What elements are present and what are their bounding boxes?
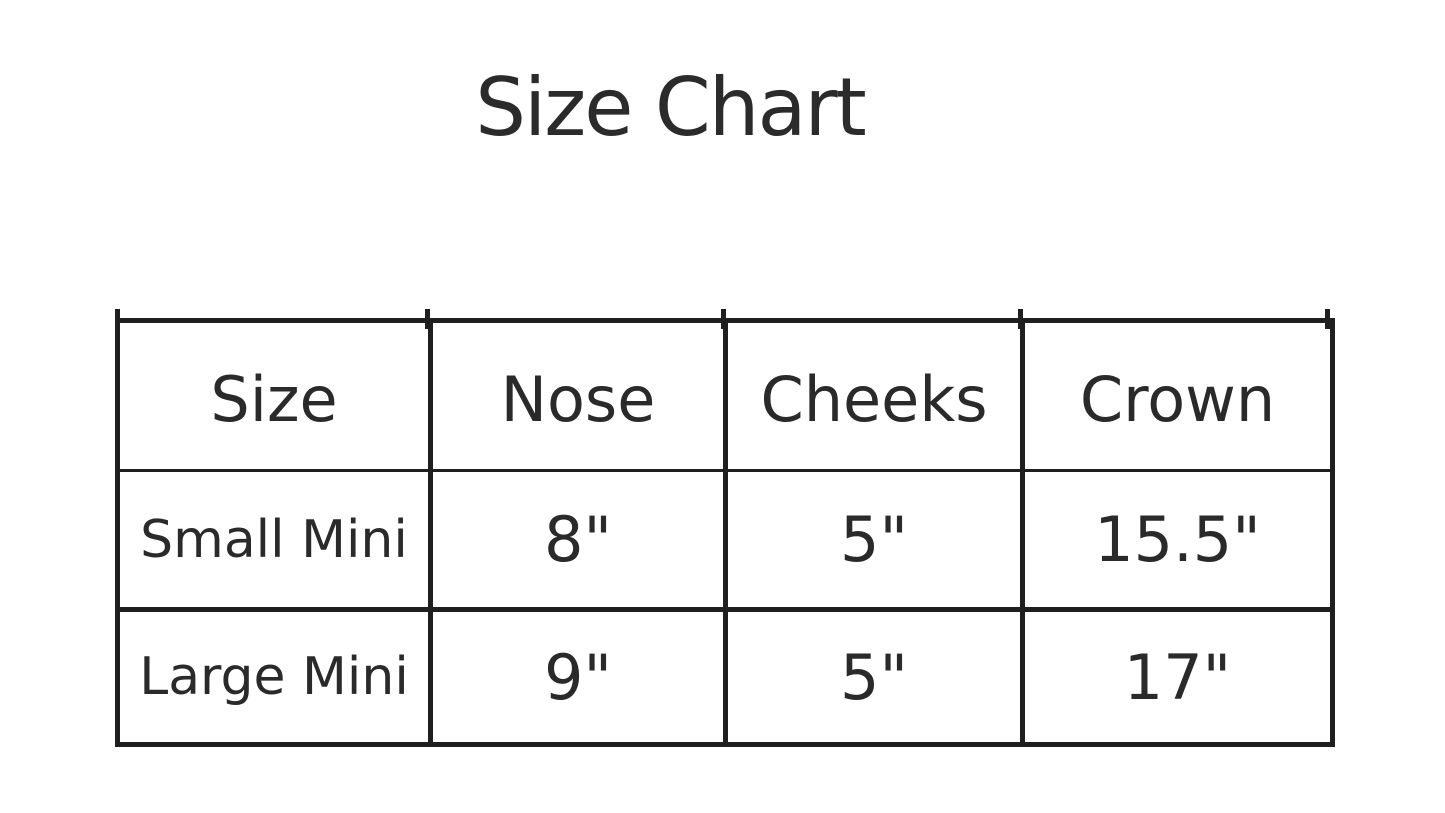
cell-small-mini-label: Small Mini [115, 469, 433, 612]
table-top-tick [1018, 309, 1023, 329]
table-row-large-mini: Large Mini 9" 5" 17" [115, 607, 1335, 747]
cell-small-mini-nose: 8" [428, 469, 728, 612]
cell-large-mini-label: Large Mini [115, 607, 433, 747]
table-row-small-mini: Small Mini 8" 5" 15.5" [115, 469, 1335, 612]
cell-large-mini-crown: 17" [1020, 607, 1335, 747]
table-top-tick [425, 309, 430, 329]
header-cell-crown: Crown [1020, 318, 1335, 472]
header-row: Size Nose Cheeks Crown [115, 318, 1335, 472]
page-title: Size Chart [475, 61, 867, 154]
table-top-tick [721, 309, 726, 329]
cell-small-mini-cheeks: 5" [723, 469, 1025, 612]
table-top-tick [1325, 309, 1330, 329]
table-top-tick [115, 309, 120, 329]
size-table: Size Nose Cheeks Crown Small Mini 8" 5" … [115, 318, 1335, 747]
cell-large-mini-cheeks: 5" [723, 607, 1025, 747]
size-chart-table: Size Nose Cheeks Crown Small Mini 8" 5" … [115, 309, 1335, 747]
cell-small-mini-crown: 15.5" [1020, 469, 1335, 612]
header-cell-nose: Nose [428, 318, 728, 472]
cell-large-mini-nose: 9" [428, 607, 728, 747]
header-cell-size: Size [115, 318, 433, 472]
header-cell-cheeks: Cheeks [723, 318, 1025, 472]
